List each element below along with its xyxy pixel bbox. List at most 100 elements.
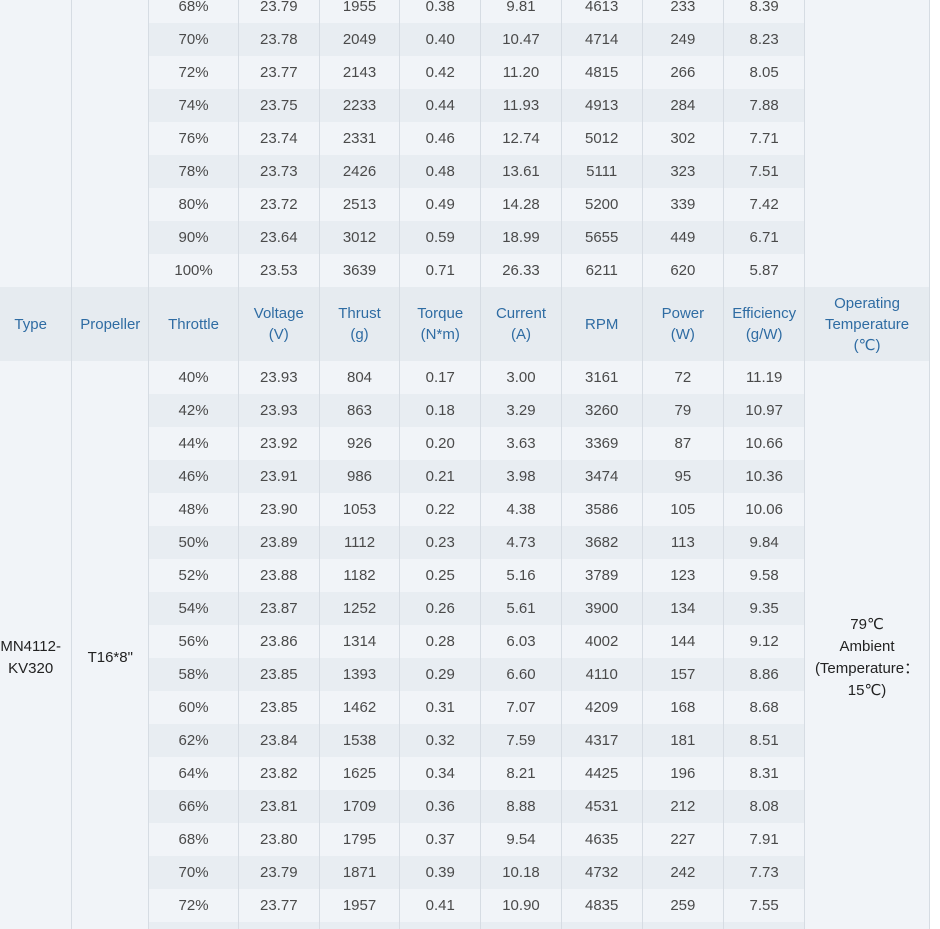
throttle-cell: 100% — [148, 254, 239, 287]
efficiency-cell: 9.84 — [723, 526, 806, 559]
current-cell: 3.29 — [480, 394, 562, 427]
table-row: 56% 23.86 1314 0.28 6.03 4002 144 9.12 — [0, 625, 930, 658]
thrust-cell: 1957 — [319, 889, 401, 922]
header-row: Type Propeller Throttle Voltage (V) Thrust (g)… — [0, 287, 930, 361]
thrust-cell: 2513 — [319, 188, 401, 221]
thrust-cell: 3639 — [319, 254, 401, 287]
current-cell: 7.07 — [480, 691, 562, 724]
power-cell: 79 — [642, 394, 725, 427]
power-cell: 284 — [642, 89, 725, 122]
current-cell: 9.54 — [480, 823, 562, 856]
table-row: 54% 23.87 1252 0.26 5.61 3900 134 9.35 — [0, 592, 930, 625]
rpm-cell: 3586 — [561, 493, 643, 526]
torque-cell: 0.34 — [399, 757, 482, 790]
voltage-cell: 23.93 — [238, 394, 320, 427]
torque-cell: 0.32 — [399, 724, 482, 757]
column-header-type: Type — [0, 287, 73, 361]
thrust-cell: 804 — [319, 361, 401, 394]
power-cell: 259 — [642, 889, 725, 922]
thrust-cell: 1252 — [319, 592, 401, 625]
efficiency-cell: 9.35 — [723, 592, 806, 625]
torque-cell: 0.44 — [399, 89, 482, 122]
table-row: 100% 23.53 3639 0.71 26.33 6211 620 5.87 — [0, 254, 930, 287]
table-row: 60% 23.85 1462 0.31 7.07 4209 168 8.68 — [0, 691, 930, 724]
throttle-cell: 58% — [148, 658, 239, 691]
current-cell: 11.93 — [480, 89, 562, 122]
voltage-cell: 23.89 — [238, 526, 320, 559]
power-cell: 181 — [642, 724, 725, 757]
voltage-cell: 23.85 — [238, 691, 320, 724]
table-row: 48% 23.90 1053 0.22 4.38 3586 105 10.06 — [0, 493, 930, 526]
efficiency-cell: 8.05 — [723, 56, 806, 89]
throttle-cell: 56% — [148, 625, 239, 658]
efficiency-cell: 10.06 — [723, 493, 806, 526]
thrust-cell: 1182 — [319, 559, 401, 592]
efficiency-cell: 7.39 — [723, 922, 806, 929]
type-cell: MN4112- KV320 — [0, 361, 73, 929]
torque-cell: 0.17 — [399, 361, 482, 394]
table-row: 50% 23.89 1112 0.23 4.73 3682 113 9.84 — [0, 526, 930, 559]
current-cell: 3.63 — [480, 427, 562, 460]
voltage-cell: 23.77 — [238, 889, 320, 922]
thrust-cell: 1462 — [319, 691, 401, 724]
column-header-throttle: Throttle — [148, 287, 239, 361]
throttle-cell: 44% — [148, 427, 239, 460]
type-cell — [0, 0, 73, 287]
current-cell: 10.18 — [480, 856, 562, 889]
voltage-cell: 23.75 — [238, 89, 320, 122]
thrust-cell: 1112 — [319, 526, 401, 559]
torque-cell: 0.59 — [399, 221, 482, 254]
power-cell: 449 — [642, 221, 725, 254]
rpm-cell: 5012 — [561, 122, 643, 155]
current-cell: 5.16 — [480, 559, 562, 592]
torque-cell: 0.22 — [399, 493, 482, 526]
efficiency-cell: 7.88 — [723, 89, 806, 122]
propeller-cell — [71, 0, 150, 287]
torque-cell: 0.40 — [399, 23, 482, 56]
thrust-cell: 1053 — [319, 493, 401, 526]
thrust-cell: 2233 — [319, 89, 401, 122]
column-header-rpm: RPM — [561, 287, 643, 361]
table-row: 44% 23.92 926 0.20 3.63 3369 87 10.66 — [0, 427, 930, 460]
power-cell: 233 — [642, 0, 725, 23]
power-cell: 339 — [642, 188, 725, 221]
efficiency-cell: 8.39 — [723, 0, 806, 23]
thrust-cell: 2049 — [319, 23, 401, 56]
throttle-cell: 68% — [148, 823, 239, 856]
efficiency-cell: 8.86 — [723, 658, 806, 691]
power-cell: 144 — [642, 625, 725, 658]
voltage-cell: 23.77 — [238, 56, 320, 89]
table-row: 72% 23.77 2143 0.42 11.20 4815 266 8.05 — [0, 56, 930, 89]
voltage-cell: 23.72 — [238, 188, 320, 221]
voltage-cell: 23.80 — [238, 823, 320, 856]
current-cell: 8.88 — [480, 790, 562, 823]
table-row: 66% 23.81 1709 0.36 8.88 4531 212 8.08 — [0, 790, 930, 823]
table-row: 68% 23.80 1795 0.37 9.54 4635 227 7.91 — [0, 823, 930, 856]
throttle-cell: 66% — [148, 790, 239, 823]
power-cell: 87 — [642, 427, 725, 460]
voltage-cell: 23.76 — [238, 922, 320, 929]
rpm-cell: 4209 — [561, 691, 643, 724]
efficiency-cell: 7.42 — [723, 188, 806, 221]
column-header-current: Current (A) — [480, 287, 562, 361]
operating-temperature-cell — [804, 0, 930, 287]
torque-cell: 0.37 — [399, 823, 482, 856]
rpm-cell: 3789 — [561, 559, 643, 592]
voltage-cell: 23.81 — [238, 790, 320, 823]
propeller-cell: T16*8" — [71, 361, 150, 929]
rpm-cell: 4913 — [561, 89, 643, 122]
rpm-cell: 4002 — [561, 625, 643, 658]
thrust-cell: 1871 — [319, 856, 401, 889]
power-cell: 249 — [642, 23, 725, 56]
power-cell: 113 — [642, 526, 725, 559]
torque-cell: 0.21 — [399, 460, 482, 493]
efficiency-cell: 6.71 — [723, 221, 806, 254]
throttle-cell: 74% — [148, 922, 239, 929]
throttle-cell: 48% — [148, 493, 239, 526]
throttle-cell: 70% — [148, 23, 239, 56]
throttle-cell: 72% — [148, 889, 239, 922]
table-row: MN4112- KV320 T16*8" 40% 23.93 804 0.17 3.00 316… — [0, 361, 930, 929]
current-cell: 14.28 — [480, 188, 562, 221]
efficiency-cell: 10.36 — [723, 460, 806, 493]
